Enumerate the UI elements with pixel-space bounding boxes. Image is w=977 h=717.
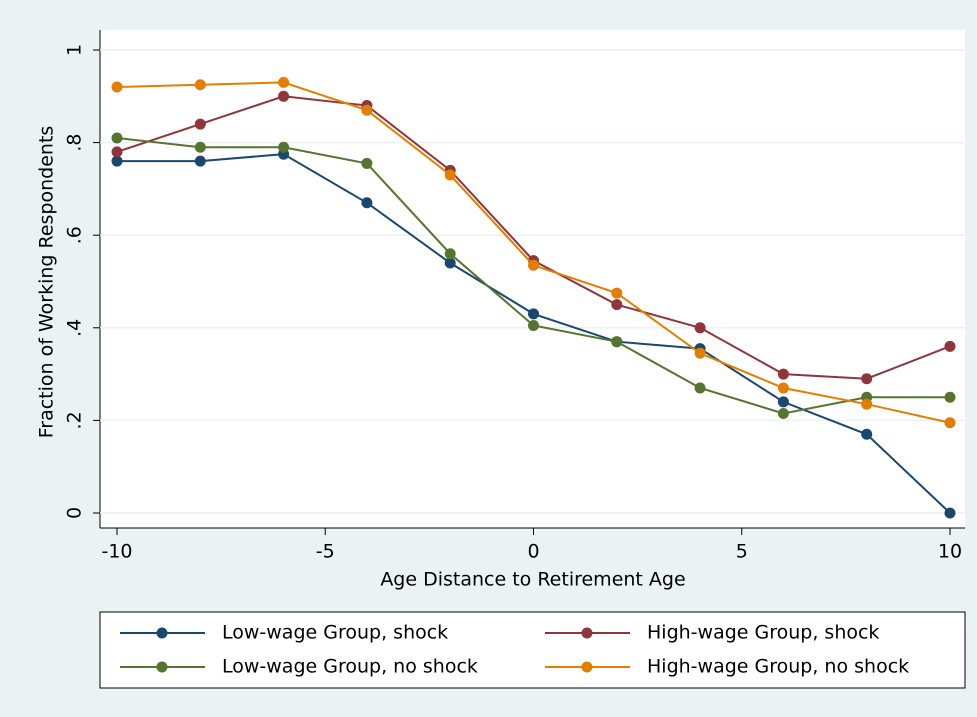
x-tick-label: 5 — [736, 541, 748, 563]
point — [777, 382, 789, 394]
point — [777, 396, 789, 408]
point — [528, 308, 539, 320]
y-tick-label: 0 — [64, 507, 86, 519]
y-tick-label: .2 — [64, 411, 86, 429]
legend-marker — [156, 661, 168, 673]
point — [111, 146, 123, 158]
point — [194, 155, 206, 167]
point — [111, 81, 123, 93]
x-tick-label: 0 — [527, 541, 539, 563]
x-tick-label: -10 — [101, 541, 132, 563]
point — [361, 104, 373, 116]
x-tick-label: -5 — [316, 541, 335, 563]
point — [444, 257, 456, 269]
legend-marker — [581, 627, 593, 639]
point — [194, 141, 206, 153]
point — [777, 407, 789, 419]
y-axis-title: Fraction of Working Respondents — [36, 126, 58, 439]
legend-label: Low-wage Group, no shock — [222, 656, 478, 678]
point — [278, 76, 290, 88]
point — [694, 347, 706, 359]
point — [528, 319, 539, 331]
point — [861, 428, 873, 440]
y-tick-label: .4 — [64, 319, 86, 337]
point — [444, 169, 456, 181]
legend — [99, 611, 966, 689]
point — [694, 382, 706, 394]
point — [194, 79, 206, 91]
point — [361, 157, 373, 169]
point — [861, 398, 873, 410]
legend-label: High-wage Group, shock — [647, 622, 879, 644]
plot-area — [100, 30, 965, 528]
point — [944, 507, 956, 519]
point — [361, 197, 373, 209]
y-tick-label: .8 — [64, 134, 86, 152]
y-tick-label: 1 — [64, 44, 86, 56]
point — [861, 373, 873, 385]
point — [611, 287, 623, 299]
legend-marker — [156, 627, 168, 639]
x-tick-label: 10 — [938, 541, 962, 563]
point — [111, 132, 123, 144]
point — [194, 118, 206, 130]
point — [944, 340, 956, 352]
point — [111, 155, 123, 167]
point — [278, 90, 290, 102]
point — [694, 322, 706, 334]
point — [944, 391, 956, 403]
point — [528, 259, 539, 271]
point — [611, 336, 623, 348]
legend-label: Low-wage Group, shock — [222, 622, 448, 644]
x-axis-title: Age Distance to Retirement Age — [380, 569, 685, 591]
legend-label: High-wage Group, no shock — [647, 656, 909, 678]
point — [444, 248, 456, 260]
point — [278, 141, 290, 153]
point — [777, 368, 789, 380]
legend-marker — [581, 661, 593, 673]
point — [944, 417, 956, 429]
point — [611, 299, 623, 311]
y-tick-label: .6 — [64, 226, 86, 244]
